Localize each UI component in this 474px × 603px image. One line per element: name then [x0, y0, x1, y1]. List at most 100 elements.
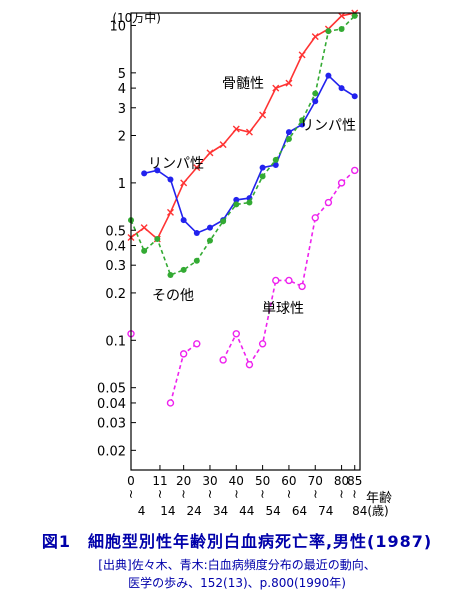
series-label: リンパ性	[148, 156, 204, 172]
data-point	[324, 198, 333, 207]
data-point	[258, 340, 267, 348]
data-point	[219, 356, 227, 364]
data-point	[298, 282, 306, 291]
data-point	[193, 164, 201, 172]
series-label: 骨髄性	[222, 76, 264, 92]
x-tick-label-end: 24	[187, 504, 202, 518]
x-tick-label-start: 20	[176, 474, 191, 488]
data-point	[180, 217, 187, 224]
x-tick-tilde: ~	[335, 489, 349, 499]
x-tick-label-start: 80	[334, 474, 349, 488]
data-point	[311, 33, 319, 41]
y-tick-label: 5	[118, 67, 126, 82]
figure-source-line-2: 医学の歩み、152(13)、p.800(1990年)	[128, 576, 346, 590]
data-point	[299, 117, 306, 124]
data-point	[193, 230, 200, 237]
data-point	[272, 161, 279, 168]
data-point	[351, 12, 358, 19]
y-unit-label: (10万中)	[112, 10, 161, 25]
x-tick-label-end: 4	[138, 504, 146, 518]
y-tick-label: 0.05	[97, 382, 126, 397]
x-tick-label-end: 14	[160, 504, 175, 518]
data-point	[245, 128, 253, 136]
data-point	[167, 176, 174, 183]
x-tick-tilde: ~	[203, 489, 217, 499]
x-tick-label-end: 44	[239, 504, 254, 518]
y-tick-label: 0.5	[105, 224, 126, 239]
data-point	[245, 360, 254, 369]
x-tick-label-start: 60	[281, 474, 296, 488]
data-point	[232, 330, 240, 338]
y-tick-label: 3	[118, 102, 126, 117]
y-tick-label: 0.02	[97, 444, 126, 459]
data-point	[259, 111, 267, 119]
y-tick-label: 0.2	[105, 287, 126, 302]
data-point	[338, 25, 345, 32]
y-tick-label: 1	[118, 177, 126, 192]
data-point	[338, 12, 346, 20]
figure-source-line-1: [出典]佐々木、青木:白血病頻度分布の最近の動向、	[98, 558, 376, 572]
x-tick-label-start: 11	[152, 474, 167, 488]
data-point	[154, 167, 161, 174]
data-point	[272, 84, 280, 92]
data-point	[259, 173, 266, 180]
data-point	[206, 149, 214, 157]
x-tick-tilde: ~	[177, 489, 191, 499]
x-tick-label-start: 70	[308, 474, 323, 488]
x-tick-label-end: 54	[265, 504, 280, 518]
data-point	[232, 125, 240, 133]
y-tick-label: 0.04	[97, 397, 126, 412]
x-tick-label-end: 74	[318, 504, 333, 518]
y-tick-label: 0.4	[105, 240, 126, 255]
data-point	[166, 399, 175, 407]
x-tick-tilde: ~	[229, 489, 243, 499]
data-point	[167, 271, 174, 278]
data-point	[233, 196, 240, 203]
y-tick-label: 10	[109, 19, 126, 34]
data-point	[141, 247, 148, 254]
data-point	[179, 350, 188, 358]
data-point	[351, 93, 358, 100]
data-point	[206, 224, 213, 231]
data-point	[180, 266, 187, 273]
x-tick-label-start: 30	[202, 474, 217, 488]
data-point	[246, 199, 253, 206]
x-tick-tilde: ~	[282, 489, 296, 499]
y-tick-label: 0.3	[105, 259, 126, 274]
data-point	[298, 51, 306, 59]
x-tick-label-start: 85	[347, 474, 362, 488]
series-label: 単球性	[262, 301, 304, 317]
data-point	[285, 276, 293, 285]
x-tick-tilde: ~	[124, 489, 138, 499]
figure-caption-title: 図1 細胞型別性年齢別白血病死亡率,男性(1987)	[41, 532, 433, 551]
x-tick-label-end: 64	[292, 504, 307, 518]
x-tick-tilde: ~	[153, 489, 167, 499]
x-tick-label-end: 84(歳)	[352, 504, 389, 518]
data-point	[259, 164, 266, 171]
data-point	[193, 257, 200, 264]
data-point	[337, 179, 346, 187]
data-point	[325, 28, 332, 35]
data-point	[220, 218, 227, 225]
data-point	[311, 214, 319, 222]
x-tick-label-end: 34	[213, 504, 228, 518]
data-point	[166, 208, 174, 216]
data-point	[338, 85, 345, 92]
data-point	[351, 166, 359, 175]
data-point	[219, 141, 227, 149]
y-tick-label: 4	[118, 82, 126, 97]
series-line	[222, 169, 356, 367]
data-point	[285, 136, 292, 143]
x-tick-label-start: 50	[255, 474, 270, 488]
data-point	[272, 276, 280, 285]
x-tick-tilde: ~	[256, 489, 270, 499]
data-point	[312, 98, 319, 105]
data-point	[233, 201, 240, 208]
y-tick-label: 0.1	[105, 334, 126, 349]
data-point	[154, 236, 161, 243]
x-axis-label: 年齢	[366, 491, 392, 506]
x-tick-label-start: 0	[127, 474, 135, 488]
x-tick-tilde: ~	[308, 489, 322, 499]
data-point	[140, 224, 148, 232]
